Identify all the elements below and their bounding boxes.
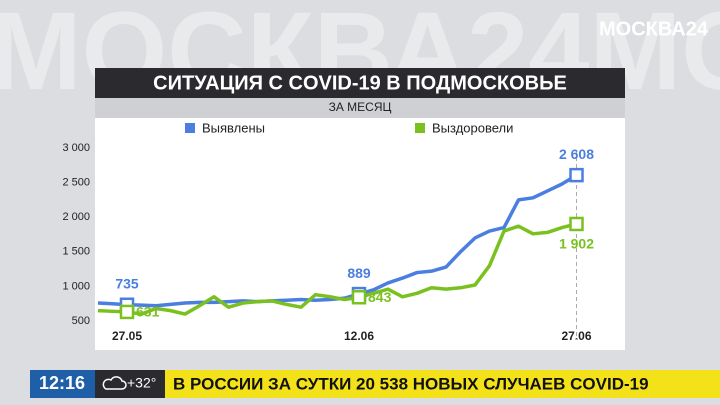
- logo: МОСКВА24: [599, 18, 709, 40]
- x-tick-label: 27.05: [112, 329, 142, 343]
- y-tick-label: 2 500: [62, 177, 90, 189]
- title-box: [95, 68, 625, 98]
- weather: +32°: [127, 375, 156, 391]
- y-tick-label: 1 500: [62, 246, 90, 258]
- time-box: [30, 370, 95, 398]
- y-tick-label: 3 000: [62, 142, 90, 154]
- value-label: 2 608: [559, 146, 594, 162]
- weather-icon: [102, 376, 127, 390]
- legend-swatch: [185, 123, 195, 133]
- x-tick-label: 12.06: [344, 329, 374, 343]
- chart-title: СИТУАЦИЯ С COVID-19 В ПОДМОСКОВЬЕ: [153, 72, 567, 94]
- legend-label: Выявлены: [202, 120, 265, 135]
- value-label: 889: [347, 265, 371, 281]
- value-label: 735: [115, 275, 139, 291]
- value-label: 843: [368, 289, 392, 305]
- value-label: 1 902: [559, 236, 594, 252]
- y-tick-label: 2 000: [62, 211, 90, 223]
- headline-box: [165, 370, 720, 398]
- point-marker: [569, 167, 584, 183]
- series-line: [97, 222, 577, 316]
- time: 12:16: [39, 373, 85, 393]
- x-tick-label: 27.06: [561, 329, 591, 343]
- y-tick-label: 500: [72, 315, 90, 327]
- point-marker: [569, 216, 584, 232]
- subtitle-box: [95, 98, 625, 118]
- legend-label: Выздоровели: [432, 120, 513, 135]
- weather-box: [95, 370, 165, 398]
- headline: В РОССИИ ЗА СУТКИ 20 538 НОВЫХ СЛУЧАЕВ C…: [173, 374, 649, 393]
- chart-subtitle: ЗА МЕСЯЦ: [329, 100, 392, 114]
- value-label: 631: [136, 304, 160, 320]
- legend-swatch: [415, 123, 425, 133]
- point-marker: [351, 290, 367, 305]
- y-tick-label: 1 000: [62, 280, 90, 292]
- point-marker: [119, 304, 135, 320]
